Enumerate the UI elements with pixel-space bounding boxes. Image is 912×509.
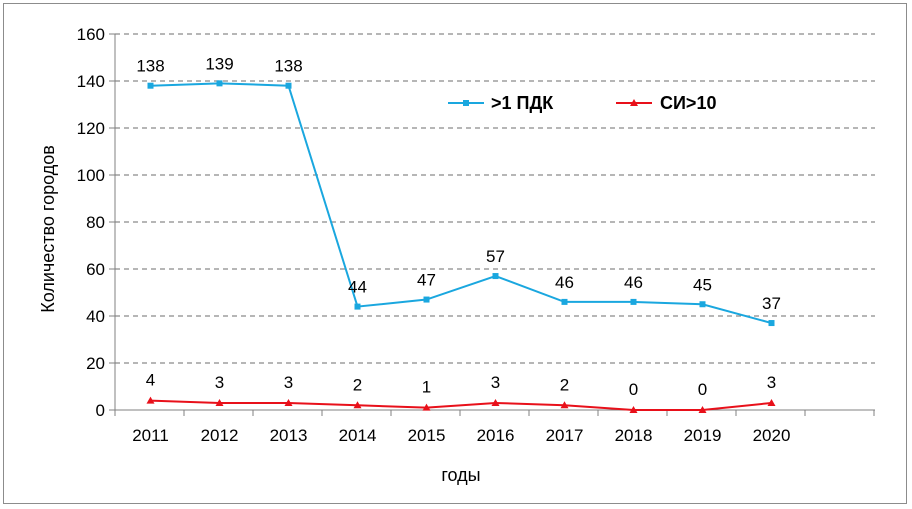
data-label: 44 xyxy=(348,278,367,297)
x-tick-label: 2020 xyxy=(753,426,791,445)
data-point xyxy=(491,398,500,406)
legend-marker xyxy=(630,99,638,106)
x-tick-label: 2014 xyxy=(339,426,377,445)
data-point xyxy=(216,80,223,87)
x-tick-label: 2016 xyxy=(477,426,515,445)
data-label: 3 xyxy=(215,373,224,392)
data-point xyxy=(699,301,706,308)
data-label: 139 xyxy=(205,54,233,73)
data-point xyxy=(423,296,430,303)
series-line xyxy=(150,82,772,325)
y-tick-label: 100 xyxy=(77,166,105,185)
data-point xyxy=(354,303,361,310)
y-tick-label: 120 xyxy=(77,119,105,138)
x-axis-title: годы xyxy=(441,465,480,485)
data-label: 46 xyxy=(624,273,643,292)
data-labels: 138 139 138 44 47 57 46 46 45 37 4 3 3 2 1 3 2 0 0 3 xyxy=(136,54,781,399)
legend-entry: >1 ПДК xyxy=(491,93,554,113)
data-point xyxy=(560,401,569,409)
data-label: 45 xyxy=(693,275,712,294)
data-point xyxy=(147,82,154,89)
data-point xyxy=(353,401,362,409)
legend-marker xyxy=(463,100,469,106)
data-point xyxy=(629,406,638,413)
data-point xyxy=(630,298,637,305)
x-tick-label: 2013 xyxy=(270,426,308,445)
x-tick-label: 2017 xyxy=(546,426,584,445)
y-tick-label: 140 xyxy=(77,72,105,91)
data-point xyxy=(767,398,776,406)
data-label: 57 xyxy=(486,247,505,266)
y-axis-title: Количество городов xyxy=(38,145,58,313)
x-tick-label: 2015 xyxy=(408,426,446,445)
data-label: 2 xyxy=(353,375,362,394)
data-point xyxy=(768,320,775,327)
data-point xyxy=(146,396,155,404)
x-axis: 2011 2012 2013 2014 2015 2016 2017 2018 2019 2020 xyxy=(114,34,875,445)
data-label: 0 xyxy=(698,380,707,399)
data-label: 4 xyxy=(146,371,155,390)
y-tick-label: 20 xyxy=(86,354,105,373)
x-tick-label: 2011 xyxy=(132,426,169,445)
data-label: 2 xyxy=(560,375,569,394)
y-tick-label: 160 xyxy=(77,25,105,44)
y-tick-label: 60 xyxy=(86,260,105,279)
data-label: 3 xyxy=(767,373,776,392)
data-point xyxy=(285,82,292,89)
data-point xyxy=(215,398,224,406)
data-label: 0 xyxy=(629,380,638,399)
data-point xyxy=(284,398,293,406)
data-point xyxy=(422,403,431,411)
data-point xyxy=(561,298,568,305)
legend-entry: СИ>10 xyxy=(660,93,716,113)
y-tick-label: 0 xyxy=(96,401,105,420)
x-tick-label: 2012 xyxy=(201,426,239,445)
legend: >1 ПДК СИ>10 xyxy=(448,93,716,113)
data-label: 3 xyxy=(284,373,293,392)
x-tick-label: 2018 xyxy=(615,426,653,445)
data-label: 46 xyxy=(555,273,574,292)
series-line xyxy=(150,399,772,411)
y-tick-label: 80 xyxy=(86,213,105,232)
y-tick-label: 40 xyxy=(86,307,105,326)
data-label: 3 xyxy=(491,373,500,392)
y-axis-ticks: 0 20 40 60 80 100 120 140 160 xyxy=(77,25,115,420)
data-label: 138 xyxy=(274,57,302,76)
data-point xyxy=(698,406,707,413)
series-group xyxy=(146,80,776,413)
data-label: 1 xyxy=(422,378,431,397)
x-tick-label: 2019 xyxy=(684,426,722,445)
data-label: 37 xyxy=(762,294,781,313)
data-point xyxy=(492,273,499,280)
data-label: 47 xyxy=(417,271,436,290)
data-label: 138 xyxy=(136,57,164,76)
